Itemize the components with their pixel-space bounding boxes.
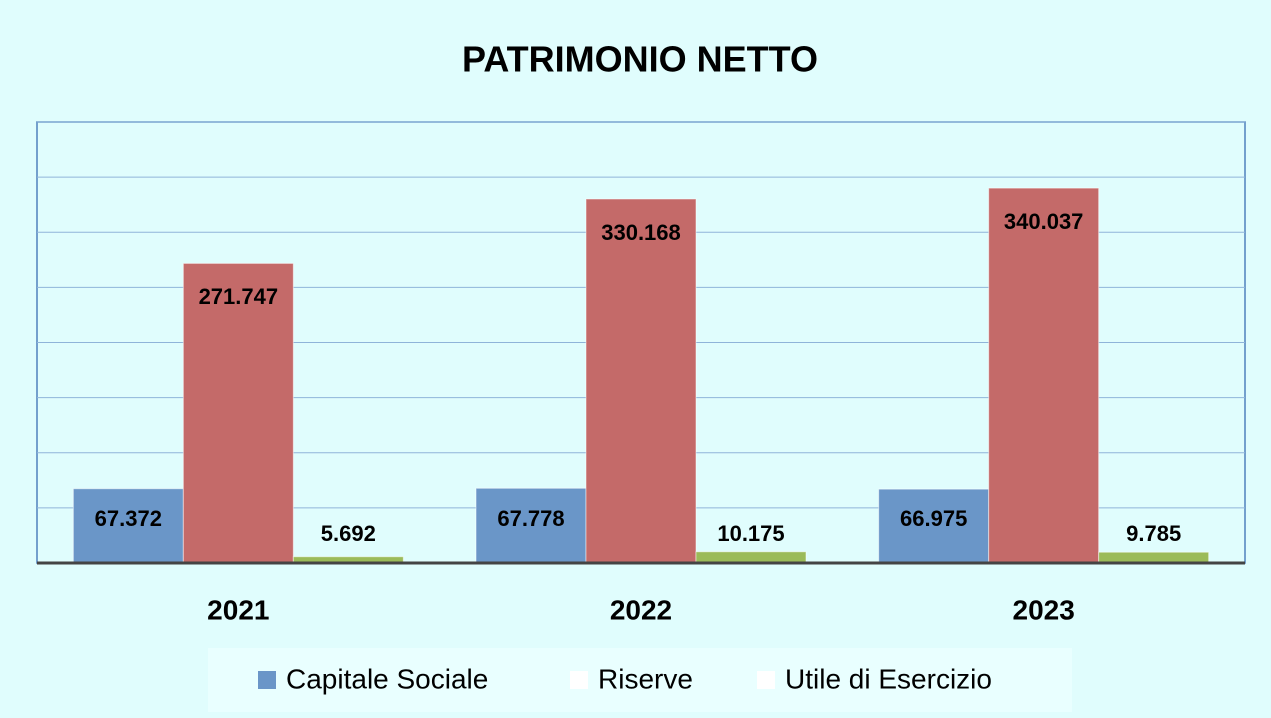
legend-swatch (258, 671, 276, 689)
bar (475, 487, 587, 564)
bar (988, 187, 1100, 564)
data-label: 5.692 (321, 521, 376, 546)
data-label: 330.168 (601, 220, 681, 245)
legend-swatch (757, 671, 775, 689)
chart-title: PATRIMONIO NETTO (462, 39, 818, 80)
x-tick-label: 2023 (1013, 594, 1075, 625)
legend-label: Riserve (598, 663, 693, 694)
legend-label: Utile di Esercizio (785, 663, 992, 694)
data-label: 10.175 (717, 521, 784, 546)
bar (72, 488, 184, 564)
data-label: 66.975 (900, 506, 967, 531)
data-label: 340.037 (1004, 209, 1084, 234)
data-label: 67.778 (497, 506, 564, 531)
bar (878, 488, 990, 564)
x-tick-label: 2022 (610, 594, 672, 625)
bar (585, 198, 697, 564)
bar (1098, 551, 1210, 564)
data-label: 271.747 (199, 284, 279, 309)
data-label: 67.372 (95, 506, 162, 531)
x-tick-label: 2021 (207, 594, 269, 625)
legend-label: Capitale Sociale (286, 663, 488, 694)
bar (182, 262, 294, 564)
legend-box (208, 648, 1072, 712)
bar (695, 551, 807, 564)
data-label: 9.785 (1126, 521, 1181, 546)
legend-swatch (570, 671, 588, 689)
